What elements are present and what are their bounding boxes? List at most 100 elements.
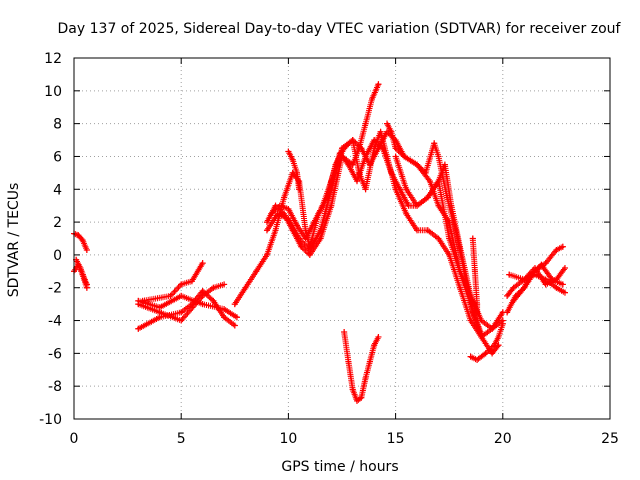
data-point (339, 153, 345, 160)
data-point (221, 281, 228, 288)
data-point (559, 281, 566, 288)
data-point (467, 317, 474, 324)
data-point (221, 314, 228, 321)
data-point (542, 281, 549, 288)
data-point (448, 202, 455, 209)
data-point (349, 386, 356, 393)
y-tick-label: 4 (53, 182, 62, 198)
data-point (135, 301, 142, 308)
data-point (178, 317, 185, 324)
data-series (510, 261, 566, 304)
data-point (467, 292, 474, 299)
y-tick-label: 2 (53, 215, 62, 231)
data-point (328, 202, 335, 209)
data-point (506, 271, 513, 278)
data-point (293, 222, 300, 229)
data-point (210, 297, 217, 304)
data-point (446, 251, 453, 258)
data-point (553, 246, 560, 253)
y-tick-label: -10 (39, 412, 62, 428)
data-point (422, 169, 429, 176)
data-point (401, 153, 408, 160)
data-point (178, 281, 185, 288)
data-point (414, 227, 421, 234)
data-point (362, 186, 369, 193)
data-point (561, 265, 568, 272)
data-point (489, 350, 496, 357)
data-point (83, 246, 90, 253)
data-point (474, 301, 481, 308)
data-point (281, 194, 288, 201)
data-point (366, 358, 373, 365)
chart-title: Day 137 of 2025, Sidereal Day-to-day VTE… (58, 21, 622, 37)
x-tick-label: 5 (177, 431, 186, 447)
data-series (285, 148, 303, 193)
data-point (446, 235, 453, 242)
y-tick-label: 12 (44, 51, 62, 67)
data-point (272, 202, 279, 209)
data-point (424, 194, 431, 201)
data-points (71, 81, 568, 404)
data-point (272, 227, 279, 234)
data-point (79, 237, 86, 244)
y-tick-label: 8 (53, 117, 62, 133)
data-point (375, 333, 382, 340)
data-point (349, 137, 356, 144)
data-point (474, 317, 481, 324)
data-point (296, 186, 303, 193)
data-point (167, 292, 174, 299)
data-point (188, 278, 195, 285)
data-point (396, 186, 403, 193)
data-series (341, 329, 382, 404)
data-point (199, 260, 206, 267)
data-point (392, 145, 399, 152)
data-point (561, 289, 568, 296)
data-point (369, 96, 376, 103)
data-point (403, 186, 410, 193)
data-point (345, 358, 352, 365)
data-point (375, 81, 382, 88)
data-point (81, 276, 88, 283)
data-point (489, 325, 496, 332)
data-point (549, 276, 556, 283)
data-point (319, 202, 326, 209)
data-point (210, 284, 217, 291)
x-tick-label: 20 (494, 431, 512, 447)
data-point (362, 374, 369, 381)
data-point (281, 210, 288, 217)
data-point (521, 284, 528, 291)
data-point (83, 281, 90, 288)
grid-lines (74, 58, 610, 419)
data-series (73, 256, 90, 288)
data-point (471, 268, 478, 275)
data-series (467, 320, 506, 363)
data-point (253, 268, 260, 275)
data-point (384, 120, 391, 127)
data-point (559, 243, 566, 250)
data-point (242, 284, 249, 291)
data-point (285, 148, 292, 155)
plot-frame (73, 57, 611, 420)
data-point (388, 128, 395, 135)
data-point (435, 178, 442, 185)
data-point (377, 128, 384, 135)
data-point (469, 235, 476, 242)
data-point (456, 243, 463, 250)
data-point (538, 261, 545, 268)
data-point (362, 153, 369, 160)
axis-ticks: 0 5 10 15 20 25 -10 -8 -6 -4 -2 0 2 4 6 8 10 12 (39, 51, 619, 447)
data-point (542, 260, 549, 267)
x-tick-label: 0 (70, 431, 79, 447)
data-point (341, 329, 348, 336)
data-point (527, 271, 534, 278)
data-point (504, 292, 511, 299)
data-point (199, 292, 206, 299)
data-point (306, 251, 313, 258)
y-tick-label: 10 (44, 84, 62, 100)
data-point (414, 202, 421, 209)
y-tick-label: 0 (53, 248, 62, 264)
data-point (317, 235, 324, 242)
data-point (358, 394, 365, 401)
data-point (356, 145, 363, 152)
